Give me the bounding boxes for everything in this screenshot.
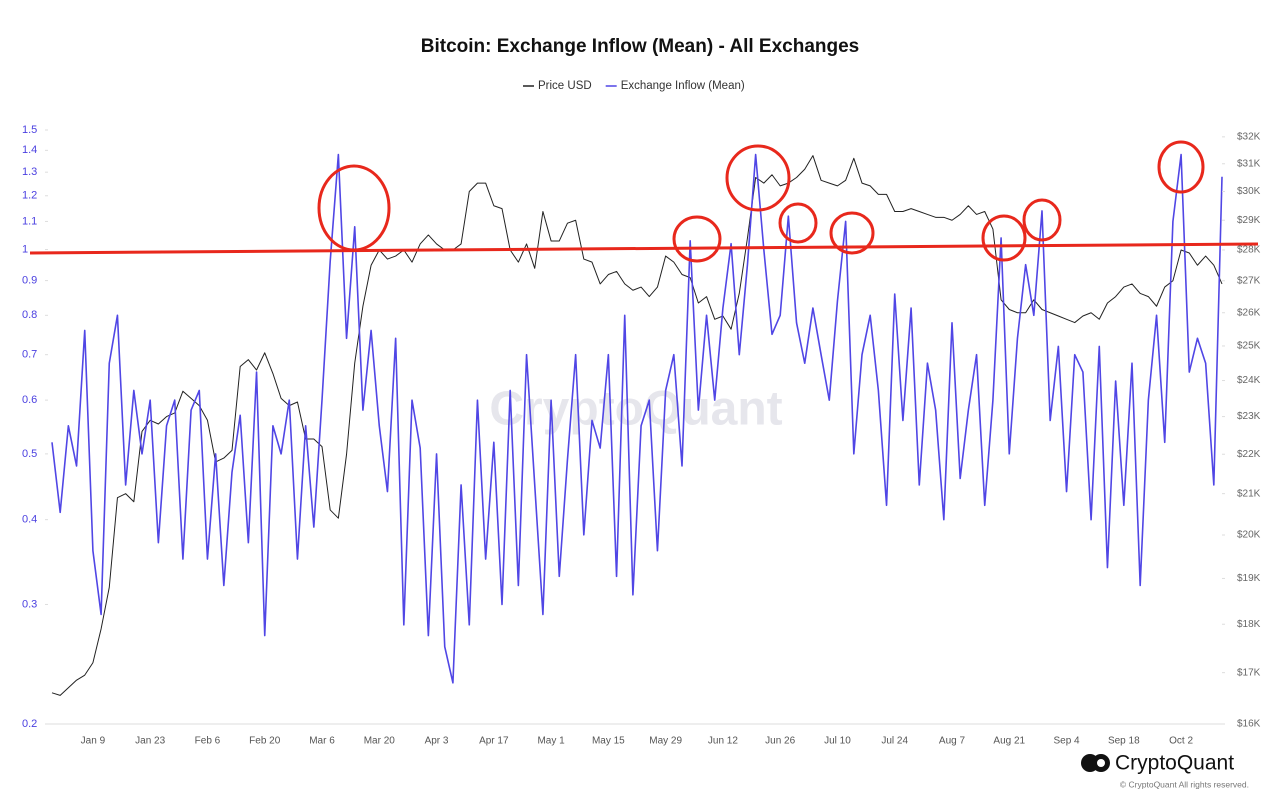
x-tick-label: Apr 3 bbox=[425, 736, 449, 747]
y2-tick-label: $18K bbox=[1237, 619, 1261, 630]
x-tick-label: Jul 24 bbox=[881, 736, 908, 747]
y-tick-label: 0.9 bbox=[22, 274, 37, 286]
y2-tick-label: $29K bbox=[1237, 215, 1261, 226]
x-tick-label: May 1 bbox=[537, 736, 565, 747]
y2-tick-label: $26K bbox=[1237, 307, 1261, 318]
x-tick-label: Jul 10 bbox=[824, 736, 851, 747]
annotation-circle bbox=[981, 214, 1027, 262]
chart-title: Bitcoin: Exchange Inflow (Mean) - All Ex… bbox=[421, 36, 859, 57]
x-tick-label: Aug 7 bbox=[939, 736, 966, 747]
x-tick-label: Jun 26 bbox=[765, 736, 795, 747]
annotations bbox=[29, 140, 1259, 263]
annotation-line bbox=[29, 242, 1259, 255]
y2-tick-label: $31K bbox=[1237, 158, 1261, 169]
x-tick-label: Jan 9 bbox=[81, 736, 106, 747]
y-tick-label: 0.4 bbox=[22, 514, 37, 526]
legend-label: Price USD bbox=[538, 80, 592, 92]
x-tick-label: Feb 20 bbox=[249, 736, 281, 747]
y-tick-label: 1.1 bbox=[22, 215, 37, 227]
annotation-circle bbox=[1157, 140, 1205, 194]
y2-tick-label: $28K bbox=[1237, 245, 1261, 256]
y2-tick-label: $16K bbox=[1237, 719, 1261, 730]
watermark: CryptoQuant bbox=[489, 383, 782, 436]
y2-tick-label: $19K bbox=[1237, 573, 1261, 584]
annotation-circle bbox=[1022, 198, 1062, 242]
logo bbox=[1081, 754, 1110, 772]
y-tick-label: 0.5 bbox=[22, 448, 37, 460]
y-tick-label: 0.2 bbox=[22, 718, 37, 730]
series-line bbox=[51, 153, 1223, 684]
x-tick-label: Oct 2 bbox=[1169, 736, 1193, 747]
x-tick-label: Sep 4 bbox=[1053, 736, 1080, 747]
y2-tick-label: $24K bbox=[1237, 375, 1261, 386]
x-tick-label: Feb 6 bbox=[195, 736, 221, 747]
y-tick-label: 0.8 bbox=[22, 309, 37, 321]
logo-icon bbox=[1097, 759, 1105, 767]
y-tick-label: 1 bbox=[22, 243, 28, 255]
y2-tick-label: $23K bbox=[1237, 411, 1261, 422]
y-tick-label: 1.2 bbox=[22, 190, 37, 202]
annotation-circle bbox=[725, 144, 791, 212]
x-tick-label: May 15 bbox=[592, 736, 625, 747]
x-tick-label: Jan 23 bbox=[135, 736, 165, 747]
brand: CryptoQuant bbox=[1115, 752, 1234, 775]
plot-area bbox=[51, 153, 1223, 696]
y-tick-label: 0.6 bbox=[22, 394, 37, 406]
copyright: © CryptoQuant All rights reserved. bbox=[1120, 779, 1249, 789]
y2-tick-label: $22K bbox=[1237, 449, 1261, 460]
x-tick-label: Sep 18 bbox=[1108, 736, 1140, 747]
y-tick-label: 1.3 bbox=[22, 166, 37, 178]
series-line bbox=[51, 155, 1223, 696]
annotation-circle bbox=[672, 215, 722, 263]
y-tick-label: 0.7 bbox=[22, 349, 37, 361]
annotation-circle bbox=[317, 164, 391, 252]
x-tick-label: Mar 6 bbox=[309, 736, 335, 747]
y2-tick-label: $32K bbox=[1237, 131, 1261, 142]
y2-tick-label: $20K bbox=[1237, 530, 1261, 541]
annotation-circle bbox=[778, 202, 818, 244]
y-tick-label: 1.5 bbox=[22, 124, 37, 136]
x-tick-label: May 29 bbox=[649, 736, 682, 747]
y-tick-label: 0.3 bbox=[22, 598, 37, 610]
legend: Price USD Exchange Inflow (Mean) bbox=[523, 80, 745, 92]
legend-label: Exchange Inflow (Mean) bbox=[621, 80, 745, 92]
x-tick-label: Jun 12 bbox=[708, 736, 738, 747]
y2-tick-label: $27K bbox=[1237, 275, 1261, 286]
y2-tick-label: $17K bbox=[1237, 667, 1261, 678]
x-tick-label: Apr 17 bbox=[479, 736, 509, 747]
x-tick-label: Aug 21 bbox=[993, 736, 1025, 747]
annotation-circle bbox=[829, 211, 875, 255]
x-tick-label: Mar 20 bbox=[364, 736, 396, 747]
y-tick-label: 1.4 bbox=[22, 144, 37, 156]
y2-tick-label: $25K bbox=[1237, 341, 1261, 352]
y2-tick-label: $30K bbox=[1237, 186, 1261, 197]
y2-tick-label: $21K bbox=[1237, 488, 1261, 499]
